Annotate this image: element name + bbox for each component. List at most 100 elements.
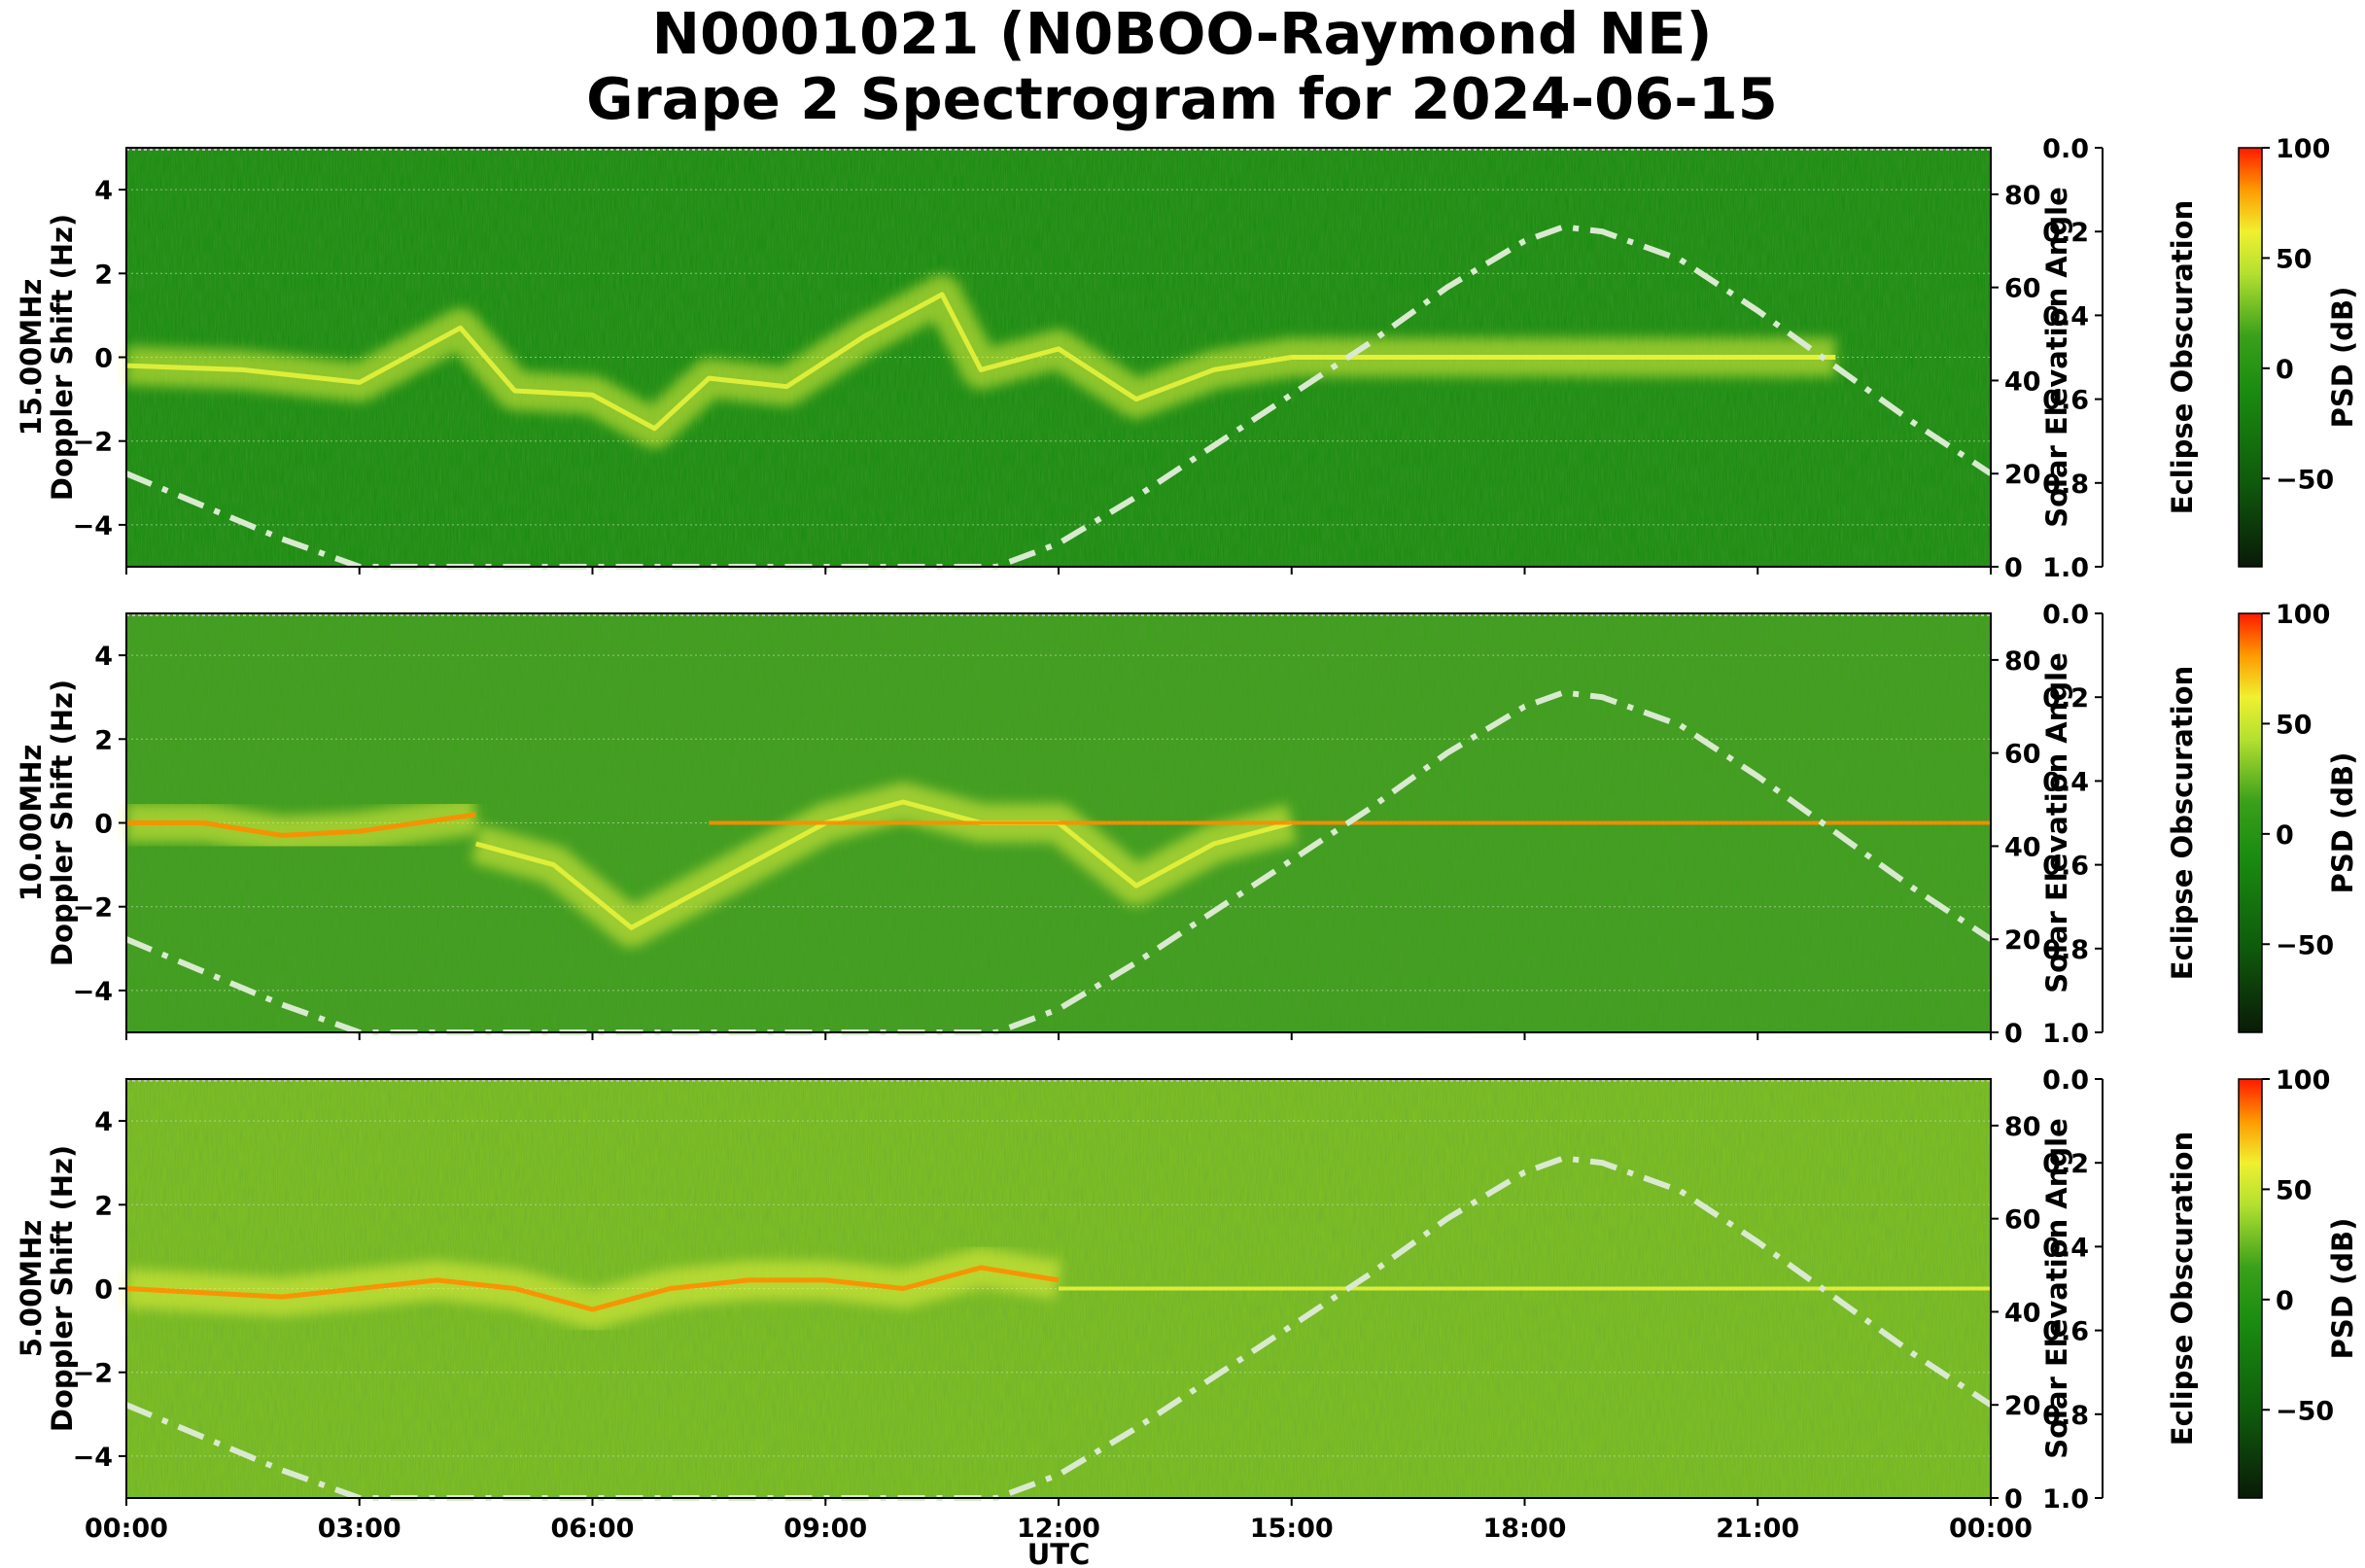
eclipse-tick-label: 0.0 [2042,1065,2089,1096]
colorbar-tick-label: 100 [2276,1065,2330,1096]
xtick-label: 09:00 [783,1514,867,1544]
ytick-label: −2 [73,1359,113,1389]
panel-15.00MHz: 420−2−415.00MHzDoppler Shift (Hz)8060402… [15,134,2359,583]
ytick-label: −4 [73,1443,113,1473]
panel-5.00MHz: 420−2−45.00MHzDoppler Shift (Hz)80604020… [15,1065,2359,1568]
colorbar-tick-label: 50 [2276,1175,2313,1205]
ylabel-text: Doppler Shift (Hz) [46,1145,79,1432]
ytick-label: −2 [73,893,113,923]
eclipse-tick-label: 0.0 [2042,134,2089,164]
eclipse-tick-label: 0.8 [2042,470,2089,500]
eclipse-tick-label: 0.2 [2042,683,2089,714]
ytick-label: 4 [94,642,113,672]
colorbar [2238,612,2263,1033]
solar-tick-label: 80 [2004,1112,2041,1142]
eclipse-tick-label: 1.0 [2042,553,2089,583]
eclipse-tick-label: 0.6 [2042,1317,2089,1347]
solar-tick-label: 80 [2004,181,2041,211]
solar-axis-label: Solar Elevation Angle [2040,1118,2073,1459]
ytick-label: −4 [73,511,113,541]
ytick-label: 0 [94,810,113,840]
ylabel-text: Doppler Shift (Hz) [46,214,79,501]
xlabel: UTC [1027,1538,1091,1568]
xtick-label: 00:00 [85,1514,168,1544]
solar-axis-label: Solar Elevation Angle [2040,187,2073,528]
colorbar-label: PSD (dB) [2326,752,2359,894]
eclipse-tick-label: 0.4 [2042,301,2089,331]
ytick-label: −4 [73,977,113,1007]
ytick-label: 4 [94,176,113,206]
ylabel: 5.00MHzDoppler Shift (Hz) [15,1145,79,1432]
ytick-label: 2 [94,1191,113,1221]
eclipse-tick-label: 0.4 [2042,767,2089,797]
colorbar-tick-label: 50 [2276,710,2313,740]
solar-tick-label: 0 [2004,553,2023,583]
eclipse-tick-label: 0.4 [2042,1233,2089,1263]
colorbar-tick-label: −50 [2276,930,2334,960]
eclipse-tick-label: 0.2 [2042,1149,2089,1179]
eclipse-tick-label: 0.6 [2042,852,2089,882]
solar-tick-label: 20 [2004,460,2041,490]
colorbar-tick-label: 0 [2276,1286,2294,1316]
solar-tick-label: 60 [2004,740,2041,770]
eclipse-tick-label: 0.2 [2042,218,2089,248]
ytick-label: 2 [94,725,113,755]
solar-tick-label: 40 [2004,1298,2041,1328]
solar-tick-label: 20 [2004,1391,2041,1421]
eclipse-tick-label: 0.8 [2042,935,2089,965]
ytick-label: 0 [94,1275,113,1306]
solar-axis-label: Solar Elevation Angle [2040,652,2073,993]
eclipse-tick-label: 1.0 [2042,1484,2089,1515]
ytick-label: 0 [94,344,113,374]
colorbar [2238,147,2263,568]
chart-title-line1: N0001021 (N0BOO-Raymond NE) [652,0,1713,67]
ylabel: 15.00MHzDoppler Shift (Hz) [15,214,79,501]
eclipse-tick-label: 0.8 [2042,1401,2089,1431]
doppler-trace [126,812,476,838]
solar-tick-label: 80 [2004,646,2041,677]
ytick-label: 2 [94,260,113,290]
solar-tick-label: 40 [2004,832,2041,862]
xtick-label: 18:00 [1483,1514,1567,1544]
eclipse-tick-label: 0.0 [2042,600,2089,630]
xtick-label: 15:00 [1250,1514,1334,1544]
xtick-label: 03:00 [318,1514,401,1544]
colorbar-tick-label: 0 [2276,820,2294,851]
eclipse-tick-label: 1.0 [2042,1019,2089,1049]
solar-tick-label: 40 [2004,366,2041,397]
doppler-trace [474,799,1293,930]
xtick-label: 06:00 [551,1514,635,1544]
xtick-label: 00:00 [1949,1514,2033,1544]
panel-frequency-label: 10.00MHz [15,745,48,902]
solar-tick-label: 60 [2004,1205,2041,1236]
colorbar-tick-label: −50 [2276,465,2334,495]
eclipse-axis-label: Eclipse Obscuration [2166,200,2199,514]
ylabel-text: Doppler Shift (Hz) [46,679,79,966]
colorbar-tick-label: −50 [2276,1396,2334,1426]
eclipse-axis-label: Eclipse Obscuration [2166,1132,2199,1446]
xtick-label: 21:00 [1716,1514,1799,1544]
panel-10.00MHz: 420−2−410.00MHzDoppler Shift (Hz)8060402… [15,600,2359,1049]
eclipse-axis-label: Eclipse Obscuration [2166,666,2199,980]
doppler-trace [125,1265,1060,1312]
colorbar [2238,1078,2263,1499]
chart-title-line2: Grape 2 Spectrogram for 2024-06-15 [586,65,1778,132]
colorbar-label: PSD (dB) [2326,1218,2359,1360]
colorbar-tick-label: 100 [2276,134,2330,164]
solar-tick-label: 0 [2004,1019,2023,1049]
colorbar-tick-label: 0 [2276,355,2294,385]
ylabel: 10.00MHzDoppler Shift (Hz) [15,679,79,966]
solar-tick-label: 20 [2004,925,2041,956]
panel-frequency-label: 15.00MHz [15,279,48,436]
eclipse-tick-label: 0.6 [2042,386,2089,416]
ytick-label: −2 [73,428,113,458]
colorbar-tick-label: 100 [2276,600,2330,630]
solar-tick-label: 60 [2004,274,2041,304]
colorbar-label: PSD (dB) [2326,287,2359,429]
ytick-label: 4 [94,1107,113,1137]
colorbar-tick-label: 50 [2276,244,2313,274]
panel-frequency-label: 5.00MHz [15,1220,48,1358]
xtick-label: 12:00 [1017,1514,1100,1544]
solar-tick-label: 0 [2004,1484,2023,1515]
